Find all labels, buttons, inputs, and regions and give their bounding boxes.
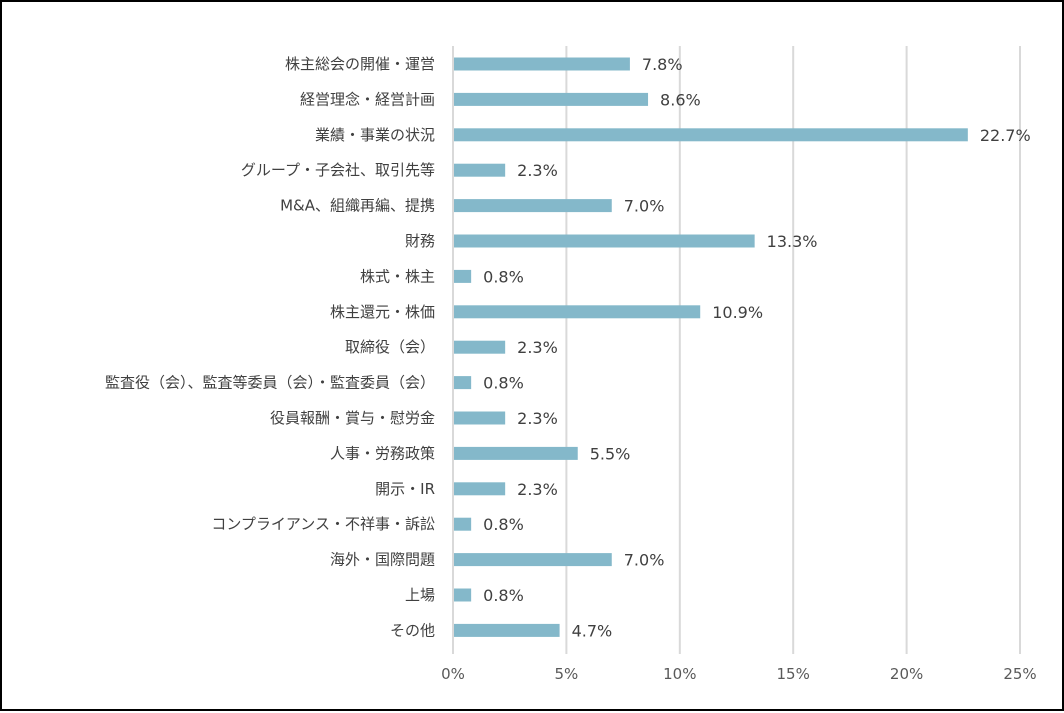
bar (454, 623, 560, 637)
category-label: 株主還元・株価 (330, 303, 435, 321)
bar (454, 411, 506, 425)
bar (454, 234, 755, 248)
category-label: 業績・事業の状況 (315, 126, 435, 144)
category-label: 株式・株主 (360, 267, 435, 285)
bar (454, 376, 472, 390)
bar (454, 482, 506, 496)
value-label: 0.8% (483, 515, 524, 534)
category-labels: 株主総会の開催・運営経営理念・経営計画業績・事業の状況グループ・子会社、取引先等… (105, 55, 435, 639)
bar (454, 305, 701, 319)
bar (454, 92, 649, 106)
x-tick-label: 20% (890, 665, 923, 683)
value-label: 7.0% (624, 551, 665, 570)
x-tick-label: 25% (1003, 665, 1036, 683)
value-label: 7.8% (642, 55, 683, 74)
category-label: 取締役（会） (345, 338, 435, 356)
category-label: M&A、組織再編、提携 (280, 197, 435, 215)
category-label: コンプライアンス・不祥事・訴訟 (211, 515, 435, 533)
category-label: グループ・子会社、取引先等 (241, 161, 435, 179)
category-label: 役員報酬・賞与・慰労金 (270, 409, 435, 427)
x-tick-label: 0% (441, 665, 465, 683)
value-label: 0.8% (483, 586, 524, 605)
x-tick-label: 15% (777, 665, 810, 683)
value-label: 2.3% (517, 409, 558, 428)
bar (454, 553, 612, 567)
bar (454, 446, 578, 460)
value-label: 5.5% (590, 444, 631, 463)
bars (454, 57, 968, 637)
category-label: 株主総会の開催・運営 (285, 55, 435, 73)
category-label: 人事・労務政策 (330, 444, 435, 462)
value-label: 8.6% (660, 90, 701, 109)
category-label: 財務 (405, 232, 435, 250)
x-tick-label: 5% (555, 665, 579, 683)
value-label: 13.3% (767, 232, 818, 251)
category-label: 開示・IR (375, 480, 435, 498)
bar (454, 269, 472, 283)
value-label: 10.9% (712, 303, 763, 322)
value-label: 4.7% (572, 621, 613, 640)
bar (454, 128, 968, 142)
value-labels: 7.8% 8.6% 22.7% 2.3% 7.0% 13.3% 0.8% 10.9% 2.3% 0… (483, 55, 1031, 640)
category-label: 経営理念・経営計画 (300, 90, 435, 108)
value-label: 2.3% (517, 480, 558, 499)
category-label: 監査役（会）、監査等委員（会）・監査委員（会） (105, 374, 435, 392)
bar (454, 517, 472, 531)
category-label: 上場 (405, 586, 435, 604)
bar (454, 588, 472, 602)
bar (454, 163, 506, 177)
bar (454, 57, 630, 71)
bar (454, 199, 612, 213)
gridlines (452, 46, 1021, 654)
value-label: 22.7% (980, 126, 1031, 145)
value-label: 7.0% (624, 197, 665, 216)
value-label: 2.3% (517, 161, 558, 180)
value-label: 0.8% (483, 374, 524, 393)
x-axis-tick-labels: 0% 5% 10% 15% 20% 25% (441, 665, 1037, 683)
category-label: 海外・国際問題 (330, 551, 435, 569)
bar (454, 340, 506, 354)
value-label: 0.8% (483, 267, 524, 286)
category-label: その他 (390, 621, 435, 639)
value-label: 2.3% (517, 338, 558, 357)
x-tick-label: 10% (663, 665, 696, 683)
